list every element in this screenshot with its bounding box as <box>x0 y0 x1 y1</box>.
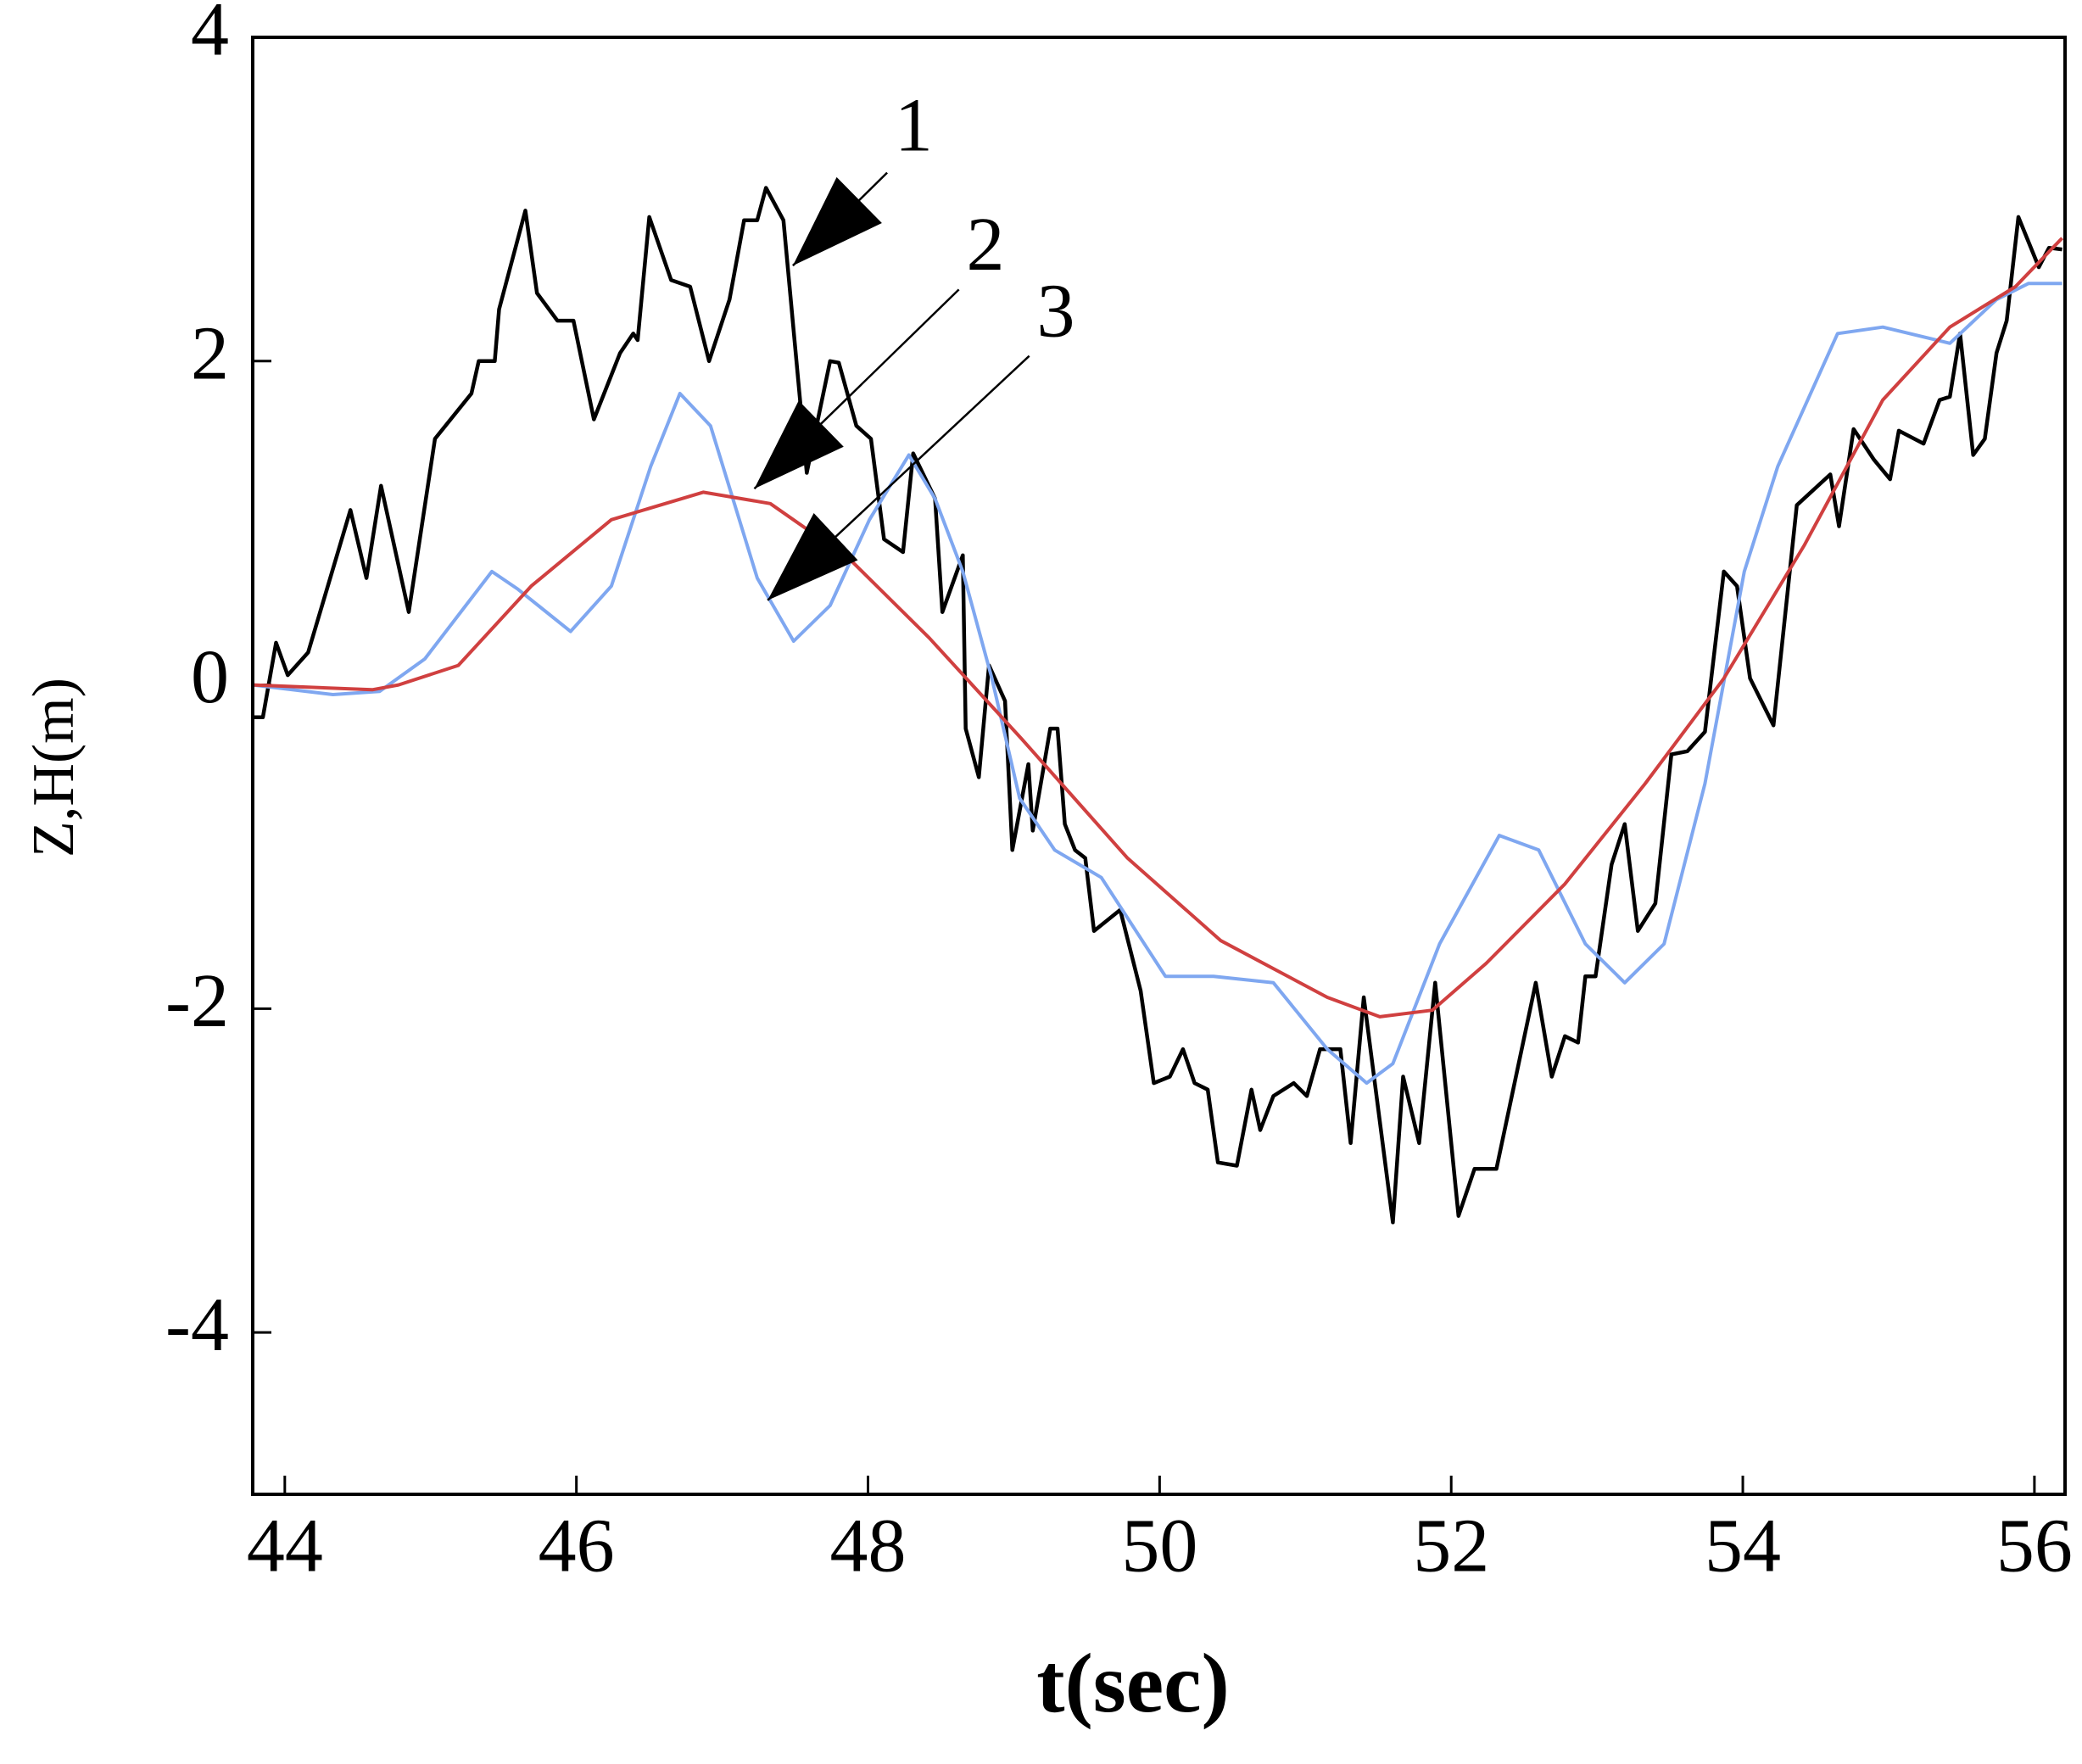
x-tick-label: 48 <box>830 1504 907 1588</box>
x-tick-label: 44 <box>247 1504 323 1588</box>
data-line <box>253 186 2062 1225</box>
y-tick-label: -2 <box>165 959 229 1043</box>
data-line <box>252 237 2064 1019</box>
arrow-head <box>754 400 844 489</box>
y-tick-label: -4 <box>165 1283 229 1367</box>
annotation-label: 1 <box>895 83 933 167</box>
annotation-label: 2 <box>966 203 1004 287</box>
y-tick-label: 0 <box>191 635 229 719</box>
y-tick-label: 4 <box>191 0 229 72</box>
x-tick-label: 46 <box>539 1504 615 1588</box>
arrow-head <box>767 512 858 600</box>
x-tick-label: 56 <box>1996 1504 2073 1588</box>
arrow-head <box>792 176 882 266</box>
data-line <box>252 282 2062 1086</box>
plot-frame <box>251 36 2067 1496</box>
x-tick-label: 52 <box>1413 1504 1489 1588</box>
x-tick-label: 54 <box>1705 1504 1781 1588</box>
y-tick-label: 2 <box>191 311 229 395</box>
annotation-label: 3 <box>1036 269 1074 353</box>
x-axis-label: t(sec) <box>1036 1636 1230 1730</box>
y-axis-label: Z,H(m) <box>21 678 87 857</box>
x-tick-label: 50 <box>1121 1504 1197 1588</box>
